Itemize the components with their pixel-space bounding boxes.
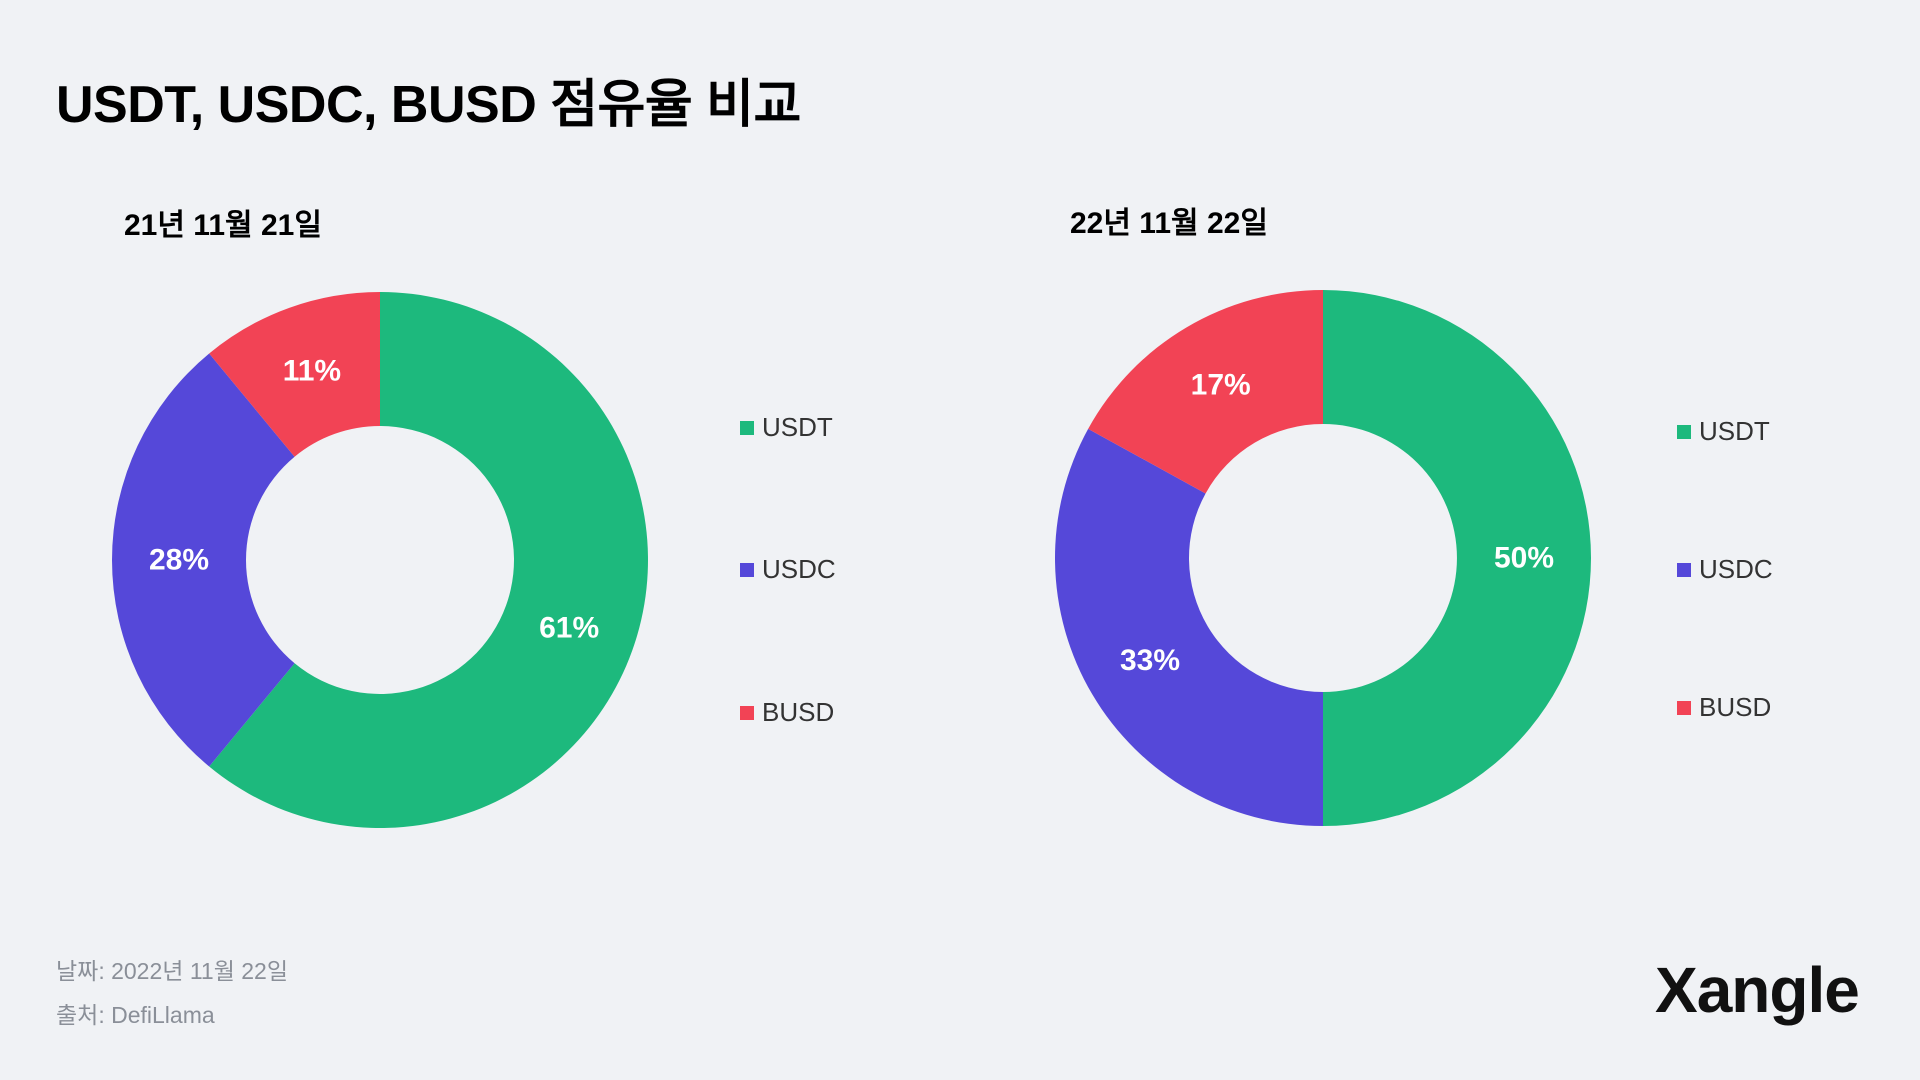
footer-source: 출처: DefiLlama [56, 1002, 215, 1028]
slice-label-busd: 17% [1191, 368, 1251, 401]
legend-item-busd: BUSD [1677, 692, 1771, 723]
legend-item-usdc: USDC [1677, 554, 1773, 585]
legend-swatch-usdt [1677, 424, 1691, 439]
legend-swatch-usdt [740, 420, 754, 435]
xangle-logo: Xangle [1655, 954, 1860, 1026]
chart-title-2021: 21년 11월 21일 [124, 209, 322, 242]
slice-usdt [1323, 290, 1591, 826]
footer-date: 날짜: 2022년 11월 22일 [56, 958, 288, 984]
slice-label-usdc: 33% [1120, 644, 1180, 677]
donut-chart-2021: 61% 28% 11% [111, 292, 648, 828]
legend-swatch-busd [1677, 700, 1691, 715]
slice-label-busd: 11% [283, 354, 341, 387]
legend-swatch-usdc [740, 562, 754, 577]
chart-title-2022: 22년 11월 22일 [1070, 207, 1268, 240]
legend-swatch-busd [740, 705, 754, 720]
legend-swatch-usdc [1677, 562, 1691, 577]
slice-usdt [209, 292, 648, 828]
legend-label-usdc: USDC [1699, 554, 1773, 584]
legend-label-busd: BUSD [762, 697, 835, 727]
legend-item-busd: BUSD [740, 697, 834, 728]
slice-label-usdc: 28% [149, 544, 209, 577]
slice-usdc [111, 353, 295, 767]
legend-item-usdt: USDT [740, 412, 833, 443]
legend-label-usdt: USDT [762, 412, 833, 442]
legend-label-usdc: USDC [762, 554, 836, 584]
slice-usdc [1055, 428, 1323, 826]
slice-label-usdt: 61% [539, 612, 599, 645]
slice-label-usdt: 50% [1494, 542, 1554, 575]
slice-busd [1088, 290, 1323, 494]
legend-item-usdt: USDT [1677, 416, 1770, 447]
slice-busd [209, 292, 380, 457]
legend-label-usdt: USDT [1699, 416, 1770, 446]
legend-label-busd: BUSD [1699, 692, 1772, 722]
page-title: USDT, USDC, BUSD 점유율 비교 [56, 76, 801, 134]
donut-chart-2022: 50% 33% 17% [1055, 290, 1591, 826]
legend-item-usdc: USDC [740, 554, 836, 585]
